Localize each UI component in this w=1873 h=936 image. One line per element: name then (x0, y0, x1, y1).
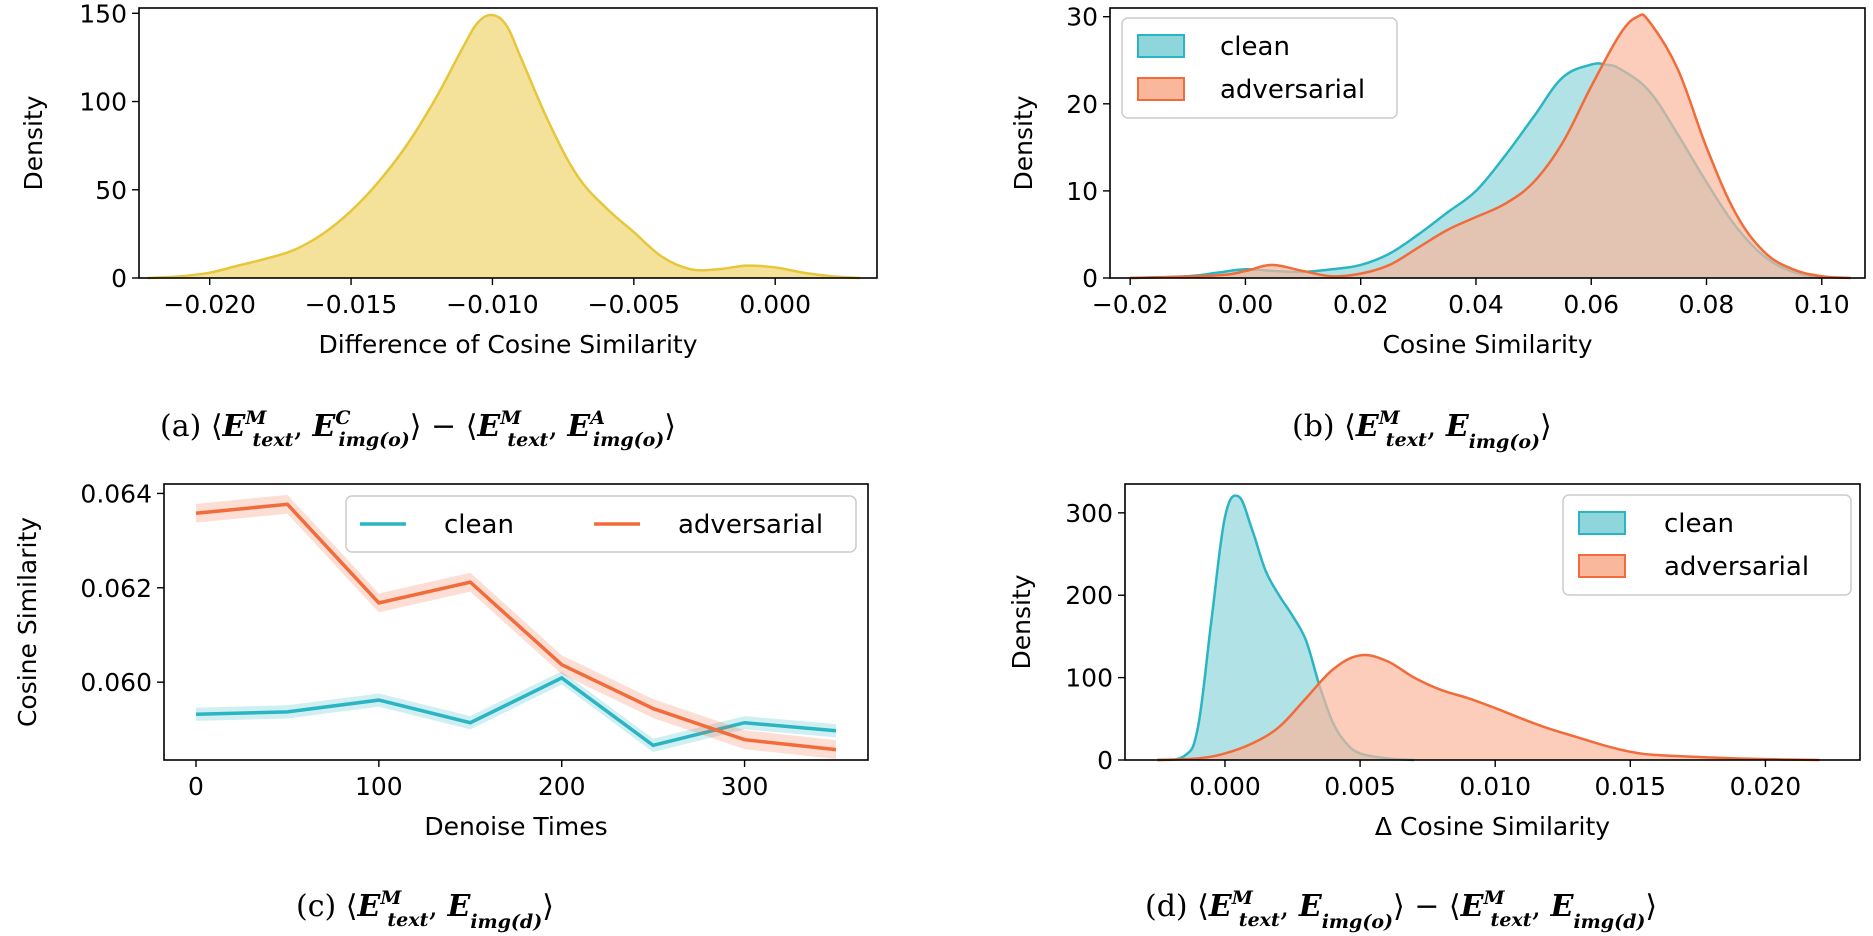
y-tick-label-a: 50 (95, 176, 127, 205)
x-tick-label-d: 0.005 (1324, 772, 1396, 801)
x-tick-label-a: −0.015 (305, 290, 398, 319)
axes-frame-b (1109, 7, 1866, 279)
x-tick-label-b: 0.04 (1448, 290, 1504, 319)
legend-label-adversarial: adversarial (678, 510, 823, 540)
legend-label-adversarial: adversarial (1220, 75, 1365, 105)
y-tick-label-c: 0.062 (80, 574, 152, 603)
caption-d: (d) ⟨EM text, Eimg(o)⟩ − ⟨EM text, Eimg(d)… (1145, 887, 1657, 933)
legend-swatch-clean (1578, 511, 1626, 535)
density-area-b-adversarial (1130, 14, 1851, 278)
x-tick-label-a: −0.005 (588, 290, 681, 319)
x-axis-label-c: Denoise Times (424, 812, 607, 841)
x-tick-label-b: 0.00 (1218, 290, 1274, 319)
density-area-d-adversarial (1157, 655, 1820, 760)
y-axis-label-a: Density (19, 95, 48, 190)
x-tick-label-c: 100 (355, 772, 403, 801)
y-tick-label-d: 100 (1065, 664, 1113, 693)
axes-frame-c (163, 483, 869, 761)
caption-b: (b) ⟨EM text, Eimg(o)⟩ (1292, 407, 1552, 453)
plot-area-b (1130, 13, 1851, 280)
plot-area-d (1157, 494, 1820, 762)
legend-box-d (1562, 494, 1852, 596)
y-tick-label-d: 200 (1065, 581, 1113, 610)
panel-a: −0.020 −0.015 −0.010 −0.005 0.000 0 50 100 150 Di… (19, 0, 878, 359)
plot-area-c (195, 494, 837, 760)
legend-b: clean adversarial (1121, 17, 1398, 119)
caption-c: (c) ⟨EM text, Eimg(d)⟩ (296, 887, 554, 933)
legend-label-clean: clean (1220, 32, 1290, 62)
y-tick-label-c: 0.060 (80, 668, 152, 697)
y-axis-label-b: Density (1009, 95, 1038, 190)
y-axis-label-c: Cosine Similarity (13, 517, 42, 727)
panel-b: −0.02 0.00 0.02 0.04 0.06 0.08 0.10 0 10 20 30 Cosi… (1009, 3, 1866, 359)
y-tick-label-a: 150 (79, 0, 127, 28)
x-tick-label-d: 0.015 (1595, 772, 1667, 801)
x-tick-label-b: 0.10 (1794, 290, 1850, 319)
y-tick-label-c: 0.064 (80, 479, 152, 508)
x-tick-label-a: −0.020 (163, 290, 256, 319)
panel-d: 0.000 0.005 0.010 0.015 0.020 0 100 200 300 Δ Cos… (1007, 483, 1861, 841)
x-tick-label-d: 0.000 (1189, 772, 1261, 801)
x-axis-label-a: Difference of Cosine Similarity (319, 330, 698, 359)
x-tick-label-b: −0.02 (1092, 290, 1169, 319)
x-tick-label-b: 0.06 (1563, 290, 1619, 319)
density-area-a-series (147, 14, 861, 278)
x-tick-label-b: 0.08 (1679, 290, 1735, 319)
confidence-band-adversarial (196, 494, 836, 760)
legend-label-adversarial: adversarial (1664, 552, 1809, 582)
x-tick-label-d: 0.010 (1459, 772, 1531, 801)
series-line-adversarial (195, 502, 837, 752)
y-tick-label-b: 10 (1066, 177, 1098, 206)
density-line-d-adversarial (1157, 653, 1820, 762)
legend-label-clean: clean (1664, 509, 1734, 539)
axes-frame-a (138, 7, 878, 279)
x-tick-label-c: 0 (188, 772, 204, 801)
x-axis-label-b: Cosine Similarity (1382, 330, 1592, 359)
legend-box-b (1121, 17, 1398, 119)
x-tick-label-a: −0.010 (446, 290, 539, 319)
caption-a: (a) ⟨EM text, EC img(o)⟩ − ⟨EM text, EA img(… (160, 407, 676, 451)
axes-frame-d (1124, 483, 1861, 761)
y-axis-label-d: Density (1007, 574, 1036, 669)
y-tick-label-a: 0 (111, 264, 127, 293)
density-line-a-series (147, 13, 861, 280)
legend-swatch-adversarial (1578, 554, 1626, 578)
x-tick-label-c: 300 (721, 772, 769, 801)
y-tick-label-a: 100 (79, 88, 127, 117)
plot-area-a (147, 13, 861, 280)
density-area-d-clean (1157, 495, 1415, 760)
series-line-clean (195, 675, 837, 748)
legend-swatch-clean (1137, 34, 1185, 58)
legend-label-clean: clean (444, 510, 514, 540)
y-tick-label-d: 300 (1065, 499, 1113, 528)
y-tick-label-b: 20 (1066, 90, 1098, 119)
y-tick-label-d: 0 (1097, 746, 1113, 775)
legend-swatch-adversarial (1137, 77, 1185, 101)
y-tick-label-b: 30 (1066, 3, 1098, 32)
x-axis-label-d: Δ Cosine Similarity (1375, 812, 1610, 841)
y-tick-label-b: 0 (1082, 264, 1098, 293)
x-tick-label-d: 0.020 (1730, 772, 1802, 801)
x-tick-label-a: 0.000 (739, 290, 811, 319)
confidence-band-clean (196, 671, 836, 752)
density-line-b-adversarial (1130, 13, 1851, 280)
x-tick-label-b: 0.02 (1333, 290, 1389, 319)
panel-c: 0 100 200 300 0.060 0.062 0.064 Denoise Times Co… (13, 479, 869, 841)
x-tick-label-c: 200 (538, 772, 586, 801)
legend-d: clean adversarial (1562, 494, 1852, 596)
legend-c: clean adversarial (345, 495, 857, 553)
